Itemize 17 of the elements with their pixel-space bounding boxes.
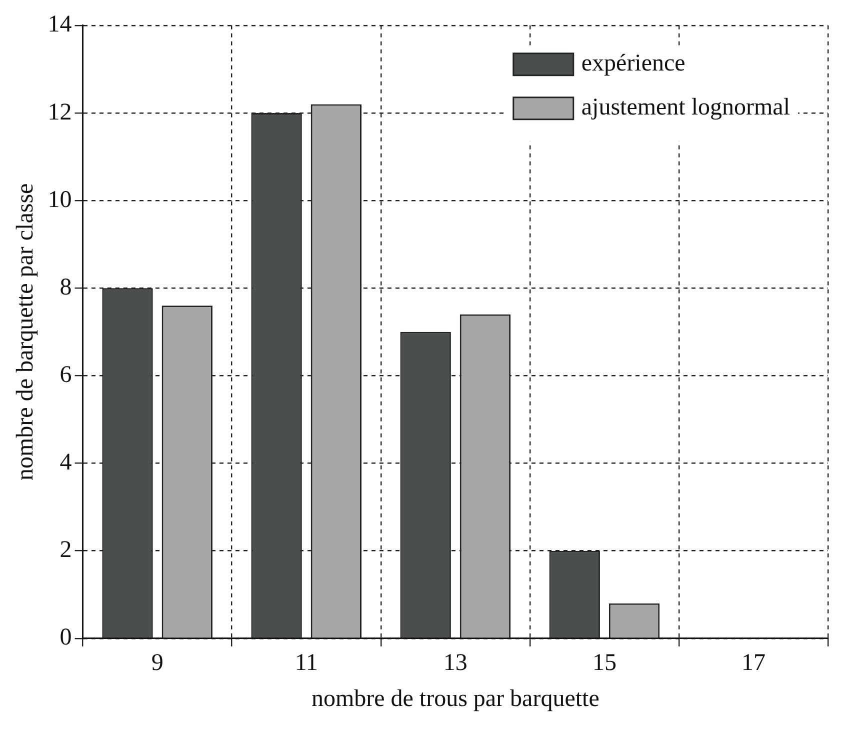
y-tick-label: 4 [60, 450, 72, 476]
y-tick-label: 14 [48, 12, 72, 38]
x-tick-label: 17 [741, 650, 766, 676]
x-tick-label: 13 [443, 650, 468, 676]
y-tick-label: 8 [60, 274, 72, 300]
x-tick-label: 15 [592, 650, 616, 676]
y-axis-title: nombre de barquette par classe [12, 183, 39, 480]
legend-label: ajustement lognormal [581, 94, 790, 121]
y-tick-label: 2 [60, 537, 72, 564]
y-tick-label: 10 [48, 186, 72, 213]
x-tick-label: 9 [151, 650, 164, 676]
legend-label: expérience [581, 50, 686, 77]
x-axis-title: nombre de trous par barquette [311, 686, 600, 712]
y-tick-label: 6 [60, 362, 72, 388]
y-tick-label: 12 [48, 99, 72, 126]
y-tick-label: 0 [60, 624, 72, 651]
x-tick-label: 11 [294, 650, 318, 676]
